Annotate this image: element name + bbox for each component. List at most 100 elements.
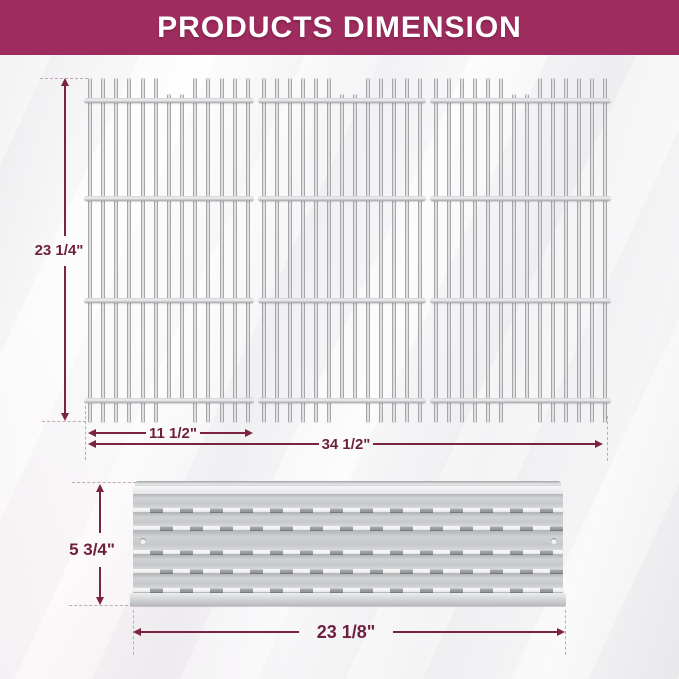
grate-rod: [262, 78, 266, 423]
grate-bottom-extension-line: [42, 421, 86, 422]
heat-plate-highlight: [133, 486, 563, 494]
grate-section: [430, 78, 611, 425]
louver-slot-row: [133, 569, 563, 574]
grate-total-width-label: 34 1/2": [321, 436, 371, 453]
grate-rod: [245, 78, 250, 423]
heat-plate-band: [133, 555, 563, 569]
grate-rod: [418, 78, 422, 423]
grate-total-width-dim-line: [373, 443, 595, 445]
grate-crossbar: [430, 298, 611, 303]
grate-rod: [525, 94, 529, 402]
dim-arrow-left: [88, 429, 96, 437]
grate-section: [258, 78, 426, 425]
grate-rod: [288, 78, 292, 423]
heat-plate-bottom-lip: [130, 593, 566, 606]
grate-height-dim-line: [64, 266, 66, 414]
grate-rod: [219, 78, 224, 423]
grate-rod: [577, 78, 581, 423]
grate-rod: [180, 94, 185, 402]
grate-crossbar: [258, 298, 426, 303]
plate-width-label: 23 1/8": [316, 622, 376, 642]
grate-rod: [193, 78, 198, 423]
grate-rod: [353, 94, 357, 402]
dim-arrow-right: [245, 429, 253, 437]
plate-height-dim-line: [99, 492, 101, 533]
grate-rod: [405, 78, 409, 423]
plate-width-dim-line: [141, 631, 299, 633]
grate-crossbar: [430, 398, 611, 403]
heat-plate-band: [133, 494, 563, 508]
grate-rod: [206, 78, 211, 423]
grate-right-extension-line: [607, 416, 608, 461]
grate-rod: [366, 78, 370, 423]
grate-rod: [379, 78, 383, 423]
grate-rod: [301, 78, 305, 423]
grate-crossbar: [84, 196, 254, 201]
mounting-hole: [140, 537, 146, 544]
grate-crossbar: [258, 196, 426, 201]
grate-rod: [499, 78, 503, 423]
heat-plate-band: [133, 574, 563, 588]
louver-slot-row: [133, 526, 563, 531]
grate-rod: [460, 78, 464, 423]
dim-arrow-left: [133, 628, 141, 636]
grate-rod: [114, 78, 119, 423]
louver-slot-row: [133, 588, 563, 593]
plate-width-dim-line: [393, 631, 557, 633]
grate-crossbar: [430, 196, 611, 201]
grate-rod: [101, 78, 106, 423]
dim-arrow-right: [557, 628, 565, 636]
grate-rod: [551, 78, 555, 423]
dim-arrow-down: [61, 413, 69, 421]
plate-right-extension-line: [565, 610, 566, 655]
grate-section: [84, 78, 254, 425]
grate-section-width-dim-line: [200, 432, 245, 434]
grate-crossbar: [258, 398, 426, 403]
grate-rod: [166, 94, 171, 402]
dim-arrow-up: [96, 484, 104, 492]
plate-height-label: 5 3/4": [69, 540, 115, 559]
grate-crossbar: [258, 98, 426, 103]
grate-left-extension-line: [85, 406, 86, 460]
grate-rod: [232, 78, 237, 423]
grate-rod: [447, 78, 451, 423]
dim-arrow-down: [96, 597, 104, 605]
dim-arrow-left: [88, 440, 96, 448]
grate-rod: [327, 78, 331, 423]
plate-bottom-extension-line: [69, 605, 133, 606]
grate-rod: [88, 78, 92, 423]
page-title: PRODUCTS DIMENSION: [157, 10, 522, 44]
grate-section-width-label: 11 1/2": [149, 425, 197, 442]
heat-plate-band: [133, 513, 563, 526]
grate-rod: [275, 78, 279, 423]
grate-rod: [603, 78, 607, 423]
plate-height-dim-line: [99, 567, 101, 598]
louver-slot-row: [133, 550, 563, 555]
grate-height-dim-line: [64, 86, 66, 236]
header-banner: PRODUCTS DIMENSION: [0, 0, 679, 55]
grate-rod: [590, 78, 594, 423]
grate-crossbar: [84, 398, 254, 403]
louver-slot-row: [133, 508, 563, 513]
grate-rod: [392, 78, 396, 423]
grate-total-width-dim-line: [94, 443, 319, 445]
grate-height-label: 23 1/4": [34, 242, 84, 259]
dim-arrow-up: [61, 78, 69, 86]
dim-arrow-right: [595, 440, 603, 448]
mounting-hole: [551, 537, 557, 544]
grate-rod: [473, 78, 477, 423]
grate-rod: [512, 94, 516, 402]
heat-plate-top-lip: [135, 481, 561, 486]
plate-top-extension-line: [72, 482, 136, 483]
heat-plate-illustration: [130, 481, 566, 606]
grate-crossbar: [84, 98, 254, 103]
grate-rod: [153, 78, 158, 423]
grate-rod: [434, 78, 438, 423]
grate-rod: [140, 78, 145, 423]
grate-rod: [340, 94, 344, 402]
grate-crossbar: [430, 98, 611, 103]
heat-plate-body: [133, 494, 563, 593]
grate-rod: [538, 78, 542, 423]
grate-rod: [314, 78, 318, 423]
